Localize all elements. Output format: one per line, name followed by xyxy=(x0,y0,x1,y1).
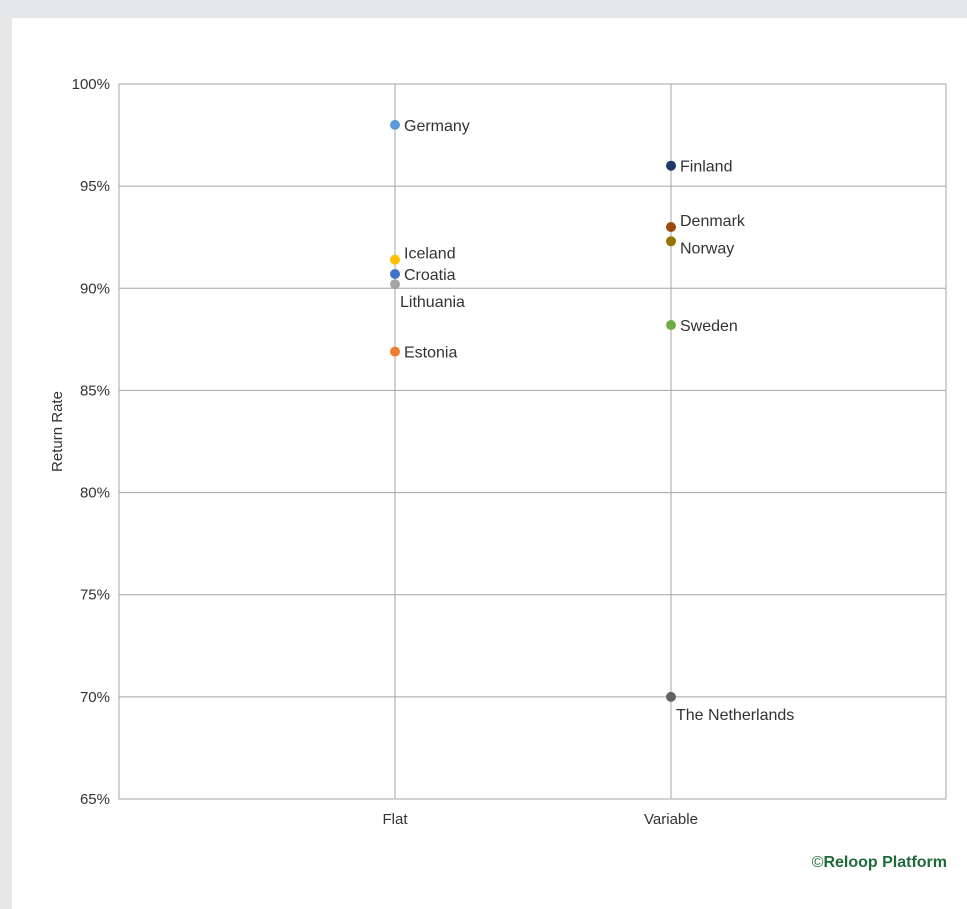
y-tick-label: 95% xyxy=(80,178,110,195)
plot-frame xyxy=(118,83,947,800)
data-point xyxy=(666,691,676,702)
y-axis-title: Return Rate xyxy=(49,391,66,472)
x-tick-label: Flat xyxy=(382,811,408,828)
y-tick-label: 85% xyxy=(80,382,110,399)
data-label: Lithuania xyxy=(400,294,465,311)
data-label: Estonia xyxy=(404,345,457,362)
y-tick-label: 70% xyxy=(80,689,110,706)
y-tick-label: 100% xyxy=(72,76,110,93)
data-point xyxy=(390,279,400,290)
data-point xyxy=(390,346,400,357)
credit-text: Reloop Platform xyxy=(823,854,947,871)
data-point xyxy=(390,254,400,265)
data-label: Denmark xyxy=(680,213,746,230)
chart-panel: 65% 70% 75% 80% 85% 90% 95% 100% Flat Variable Ret… xyxy=(12,18,967,909)
scatter-chart: 65% 70% 75% 80% 85% 90% 95% 100% Flat Variable Ret… xyxy=(49,76,947,828)
data-point xyxy=(666,236,676,247)
data-label: Germany xyxy=(404,118,470,135)
x-tick-label: Variable xyxy=(644,811,698,828)
copyright-symbol: © xyxy=(811,854,824,871)
data-point xyxy=(666,320,676,331)
data-label: Sweden xyxy=(680,318,738,335)
data-label: Croatia xyxy=(404,267,456,284)
data-point xyxy=(666,222,676,232)
data-point xyxy=(666,160,676,171)
data-label: Iceland xyxy=(404,246,456,263)
data-label: The Netherlands xyxy=(676,707,794,724)
data-label: Norway xyxy=(680,240,734,257)
y-tick-label: 65% xyxy=(80,791,110,808)
data-label: Finland xyxy=(680,159,732,176)
data-point xyxy=(390,119,400,130)
data-point xyxy=(390,268,400,279)
y-tick-label: 90% xyxy=(80,280,110,297)
y-tick-label: 75% xyxy=(80,587,110,604)
y-tick-label: 80% xyxy=(80,485,110,502)
credit-line: ©Reloop Platform xyxy=(812,854,947,872)
